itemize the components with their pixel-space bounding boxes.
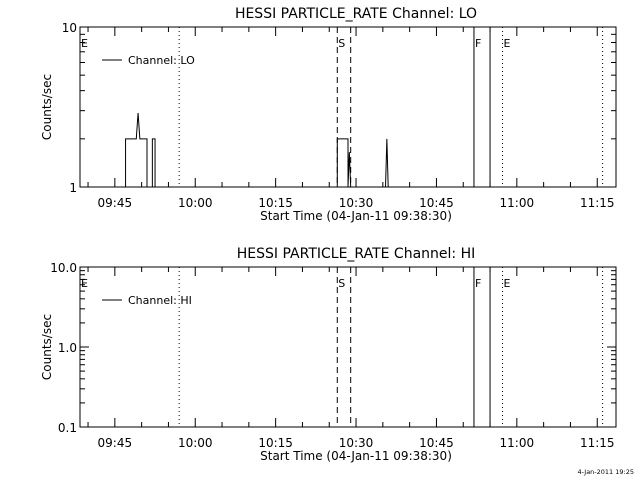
event-marker-label: F — [475, 277, 481, 290]
chart-panel-lo: HESSI PARTICLE_RATE Channel: LO 09:45 10:0… — [40, 6, 617, 223]
x-tick-label: 10:15 — [258, 436, 293, 450]
y-axis-label: Counts/sec — [40, 314, 54, 380]
event-marker-label: S — [338, 37, 345, 50]
event-marker-label: S — [338, 277, 345, 290]
x-tick-label: 10:00 — [178, 196, 213, 210]
event-marker-label: E — [81, 277, 88, 290]
x-tick-label: 11:00 — [500, 436, 535, 450]
x-tick-label: 10:00 — [178, 436, 213, 450]
x-tick-label: 10:45 — [419, 196, 454, 210]
chart-title: HESSI PARTICLE_RATE Channel: LO — [235, 6, 477, 22]
x-axis-label: Start Time (04-Jan-11 09:38:30) — [260, 209, 452, 223]
plot-frame — [79, 266, 617, 428]
event-marker-label: E — [504, 277, 511, 290]
x-tick-label: 10:15 — [258, 196, 293, 210]
x-tick-label: 10:30 — [339, 436, 374, 450]
y-tick-label: 10.0 — [50, 261, 77, 275]
event-marker-label: F — [475, 37, 481, 50]
footer-timestamp: 4-Jan-2011 19:25 — [577, 468, 634, 476]
y-tick-label: 10 — [62, 21, 77, 35]
y-tick-label: 1 — [69, 181, 77, 195]
x-tick-label: 11:00 — [500, 196, 535, 210]
x-tick-label: 11:15 — [580, 436, 615, 450]
x-tick-label: 09:45 — [98, 436, 133, 450]
event-marker-label: E — [81, 37, 88, 50]
chart-title: HESSI PARTICLE_RATE Channel: HI — [237, 246, 475, 262]
y-axis-label: Counts/sec — [40, 74, 54, 140]
chart-panel-hi: HESSI PARTICLE_RATE Channel: HI 09:45 10:0… — [40, 246, 617, 463]
y-tick-label: 1.0 — [58, 341, 77, 355]
x-axis-label: Start Time (04-Jan-11 09:38:30) — [260, 449, 452, 463]
x-tick-label: 10:45 — [419, 436, 454, 450]
x-tick-label: 09:45 — [98, 196, 133, 210]
event-marker-label: E — [504, 37, 511, 50]
x-tick-label: 10:30 — [339, 196, 374, 210]
x-tick-label: 11:15 — [580, 196, 615, 210]
legend-label: Channel: LO — [128, 54, 195, 67]
legend-label: Channel: HI — [128, 294, 192, 307]
series-line — [120, 112, 389, 188]
y-tick-label: 0.1 — [58, 421, 77, 435]
